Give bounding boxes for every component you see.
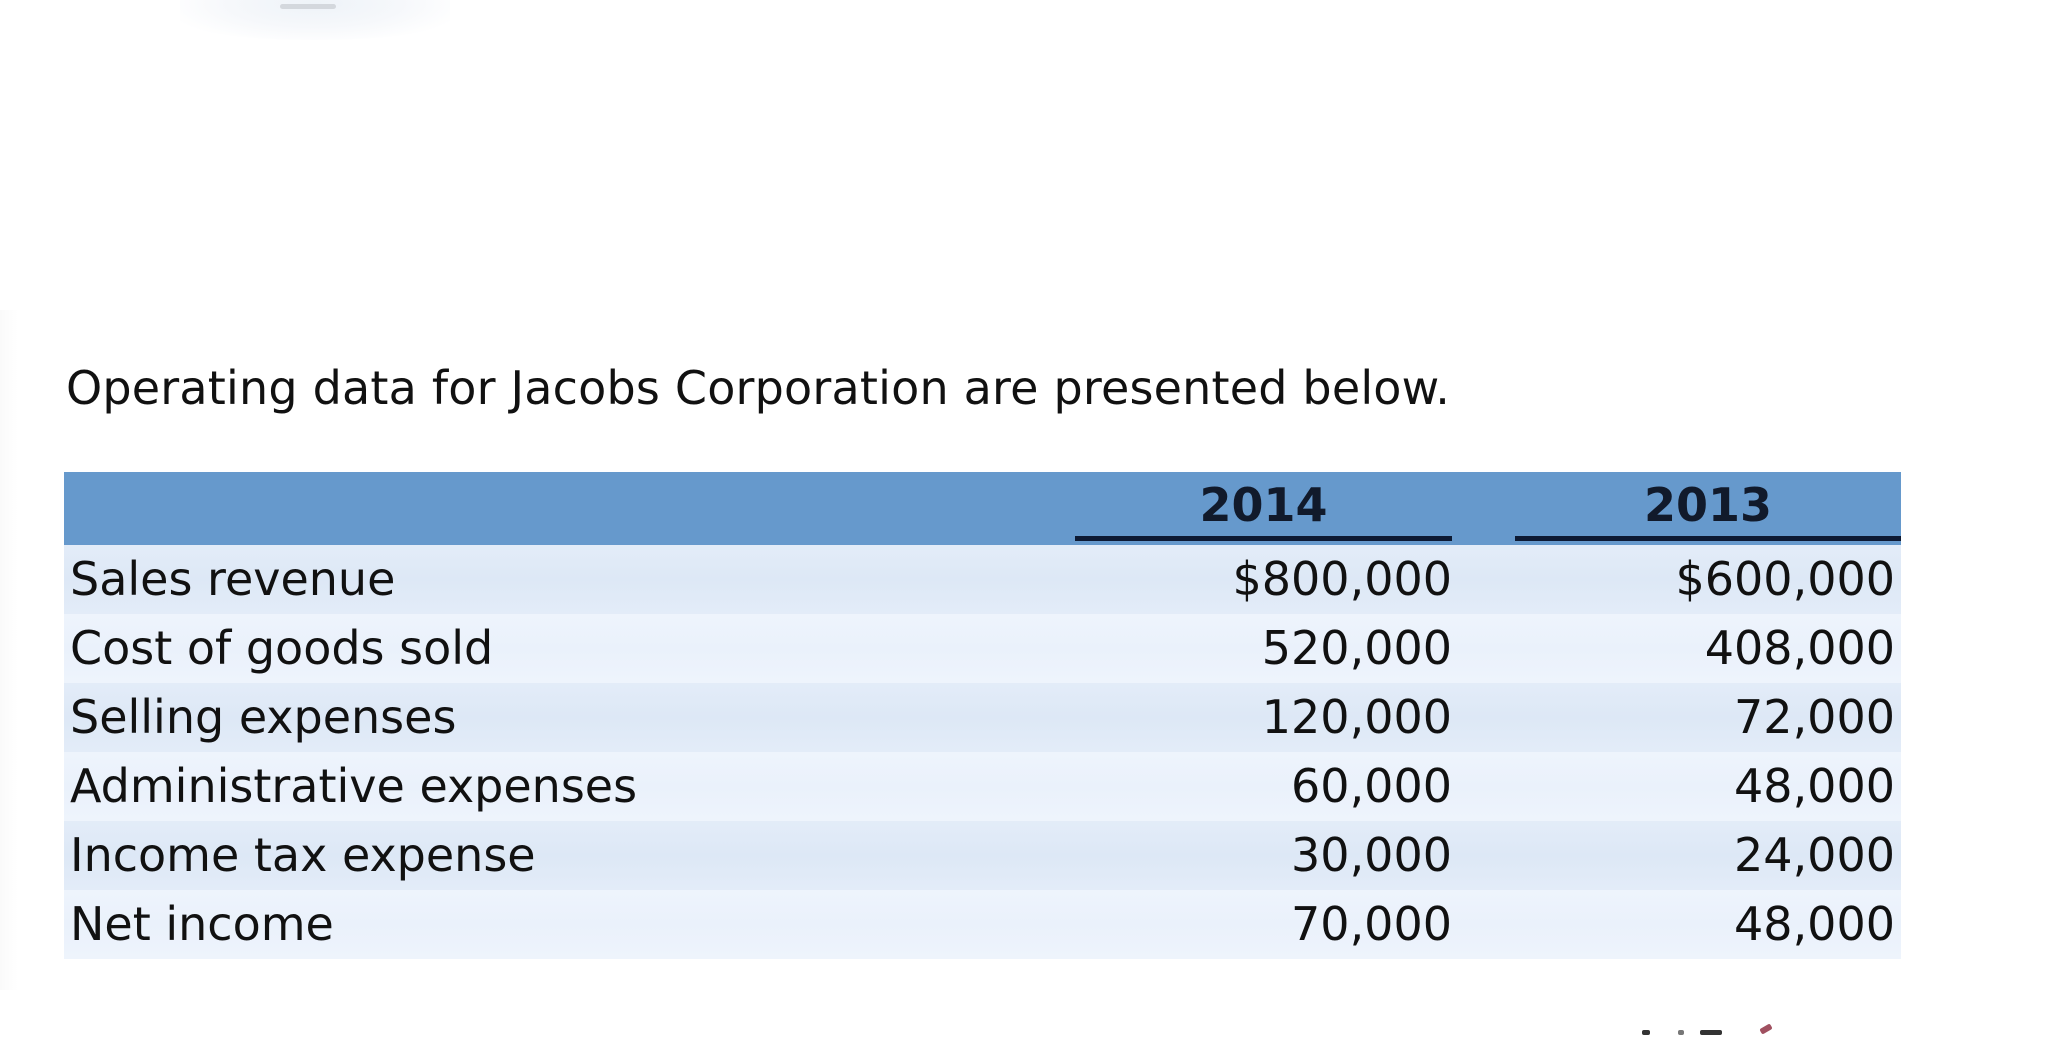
table-row: Net income 70,000 48,000 — [64, 890, 1901, 959]
table-row: Sales revenue $800,000 $600,000 — [64, 545, 1901, 614]
value-2014: 30,000 — [1291, 828, 1452, 882]
value-2014: 60,000 — [1291, 759, 1452, 813]
faded-bar — [280, 4, 336, 9]
artifact-mark — [1700, 1030, 1722, 1035]
artifact-mark — [1678, 1030, 1684, 1035]
value-2013: 72,000 — [1734, 690, 1895, 744]
faded-header-artifact — [180, 0, 450, 40]
row-label: Net income — [70, 897, 334, 951]
row-label: Administrative expenses — [70, 759, 638, 813]
value-2013: 24,000 — [1734, 828, 1895, 882]
row-label: Income tax expense — [70, 828, 536, 882]
value-2014: 520,000 — [1261, 621, 1452, 675]
column-underline — [1515, 536, 1901, 541]
value-2013: 48,000 — [1734, 897, 1895, 951]
column-header-2014-label: 2014 — [1199, 478, 1328, 532]
table-row: Selling expenses 120,000 72,000 — [64, 683, 1901, 752]
column-header-2013: 2013 — [1515, 472, 1901, 545]
value-2013: 408,000 — [1704, 621, 1895, 675]
row-label: Sales revenue — [70, 552, 396, 606]
table-row: Income tax expense 30,000 24,000 — [64, 821, 1901, 890]
left-edge-shadow — [0, 310, 18, 990]
row-label: Selling expenses — [70, 690, 457, 744]
table-header: 2014 2013 — [64, 472, 1901, 545]
value-2014: 120,000 — [1261, 690, 1452, 744]
value-2014: 70,000 — [1291, 897, 1452, 951]
artifact-mark-red — [1759, 1023, 1773, 1035]
intro-text: Operating data for Jacobs Corporation ar… — [66, 361, 1451, 415]
row-label: Cost of goods sold — [70, 621, 494, 675]
artifact-mark — [1642, 1030, 1650, 1035]
column-header-2014: 2014 — [1075, 472, 1452, 545]
value-2013: $600,000 — [1675, 552, 1896, 606]
cropped-bottom-artifact — [1620, 1023, 1820, 1039]
column-underline — [1075, 536, 1452, 541]
value-2014: $800,000 — [1232, 552, 1453, 606]
table-row: Administrative expenses 60,000 48,000 — [64, 752, 1901, 821]
value-2013: 48,000 — [1734, 759, 1895, 813]
table-row: Cost of goods sold 520,000 408,000 — [64, 614, 1901, 683]
column-header-2013-label: 2013 — [1643, 478, 1773, 532]
operating-data-table: 2014 2013 Sales revenue $800,000 $600,00… — [64, 472, 1901, 959]
